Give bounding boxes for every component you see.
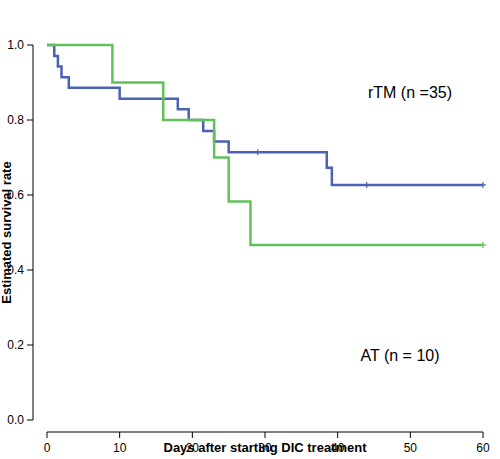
y-tick bbox=[27, 345, 33, 346]
y-tick-label: 1.0 bbox=[7, 38, 24, 52]
censor-mark bbox=[364, 182, 370, 188]
y-tick bbox=[27, 420, 33, 421]
survival-line bbox=[47, 45, 483, 245]
x-tick bbox=[483, 432, 484, 438]
x-tick bbox=[337, 432, 338, 438]
y-tick-label: 0.8 bbox=[7, 113, 24, 127]
x-tick-label: 10 bbox=[113, 441, 127, 455]
y-tick bbox=[27, 120, 33, 121]
y-tick bbox=[27, 45, 33, 46]
censor-mark bbox=[255, 149, 261, 155]
x-axis-label: Days after starting DIC treatment bbox=[164, 440, 368, 455]
y-tick-label: 0.0 bbox=[7, 413, 24, 427]
plot-area bbox=[47, 45, 486, 248]
x-tick bbox=[47, 432, 48, 438]
series-label: AT (n = 10) bbox=[361, 347, 440, 364]
y-axis bbox=[33, 45, 34, 420]
chart: 0.00.20.40.60.81.00102030405060Days afte… bbox=[0, 0, 500, 459]
y-tick bbox=[27, 270, 33, 271]
y-axis-label: Estimated survival rate bbox=[0, 161, 14, 303]
x-tick bbox=[410, 432, 411, 438]
x-tick-label: 0 bbox=[44, 441, 51, 455]
censor-mark bbox=[480, 182, 486, 188]
series-label: rTM (n =35) bbox=[368, 84, 452, 101]
x-tick-label: 60 bbox=[476, 441, 490, 455]
censor-mark bbox=[480, 242, 486, 248]
y-tick bbox=[27, 195, 33, 196]
x-tick bbox=[192, 432, 193, 438]
y-tick-label: 0.2 bbox=[7, 338, 24, 352]
x-tick bbox=[119, 432, 120, 438]
x-tick bbox=[265, 432, 266, 438]
x-tick-label: 50 bbox=[404, 441, 418, 455]
